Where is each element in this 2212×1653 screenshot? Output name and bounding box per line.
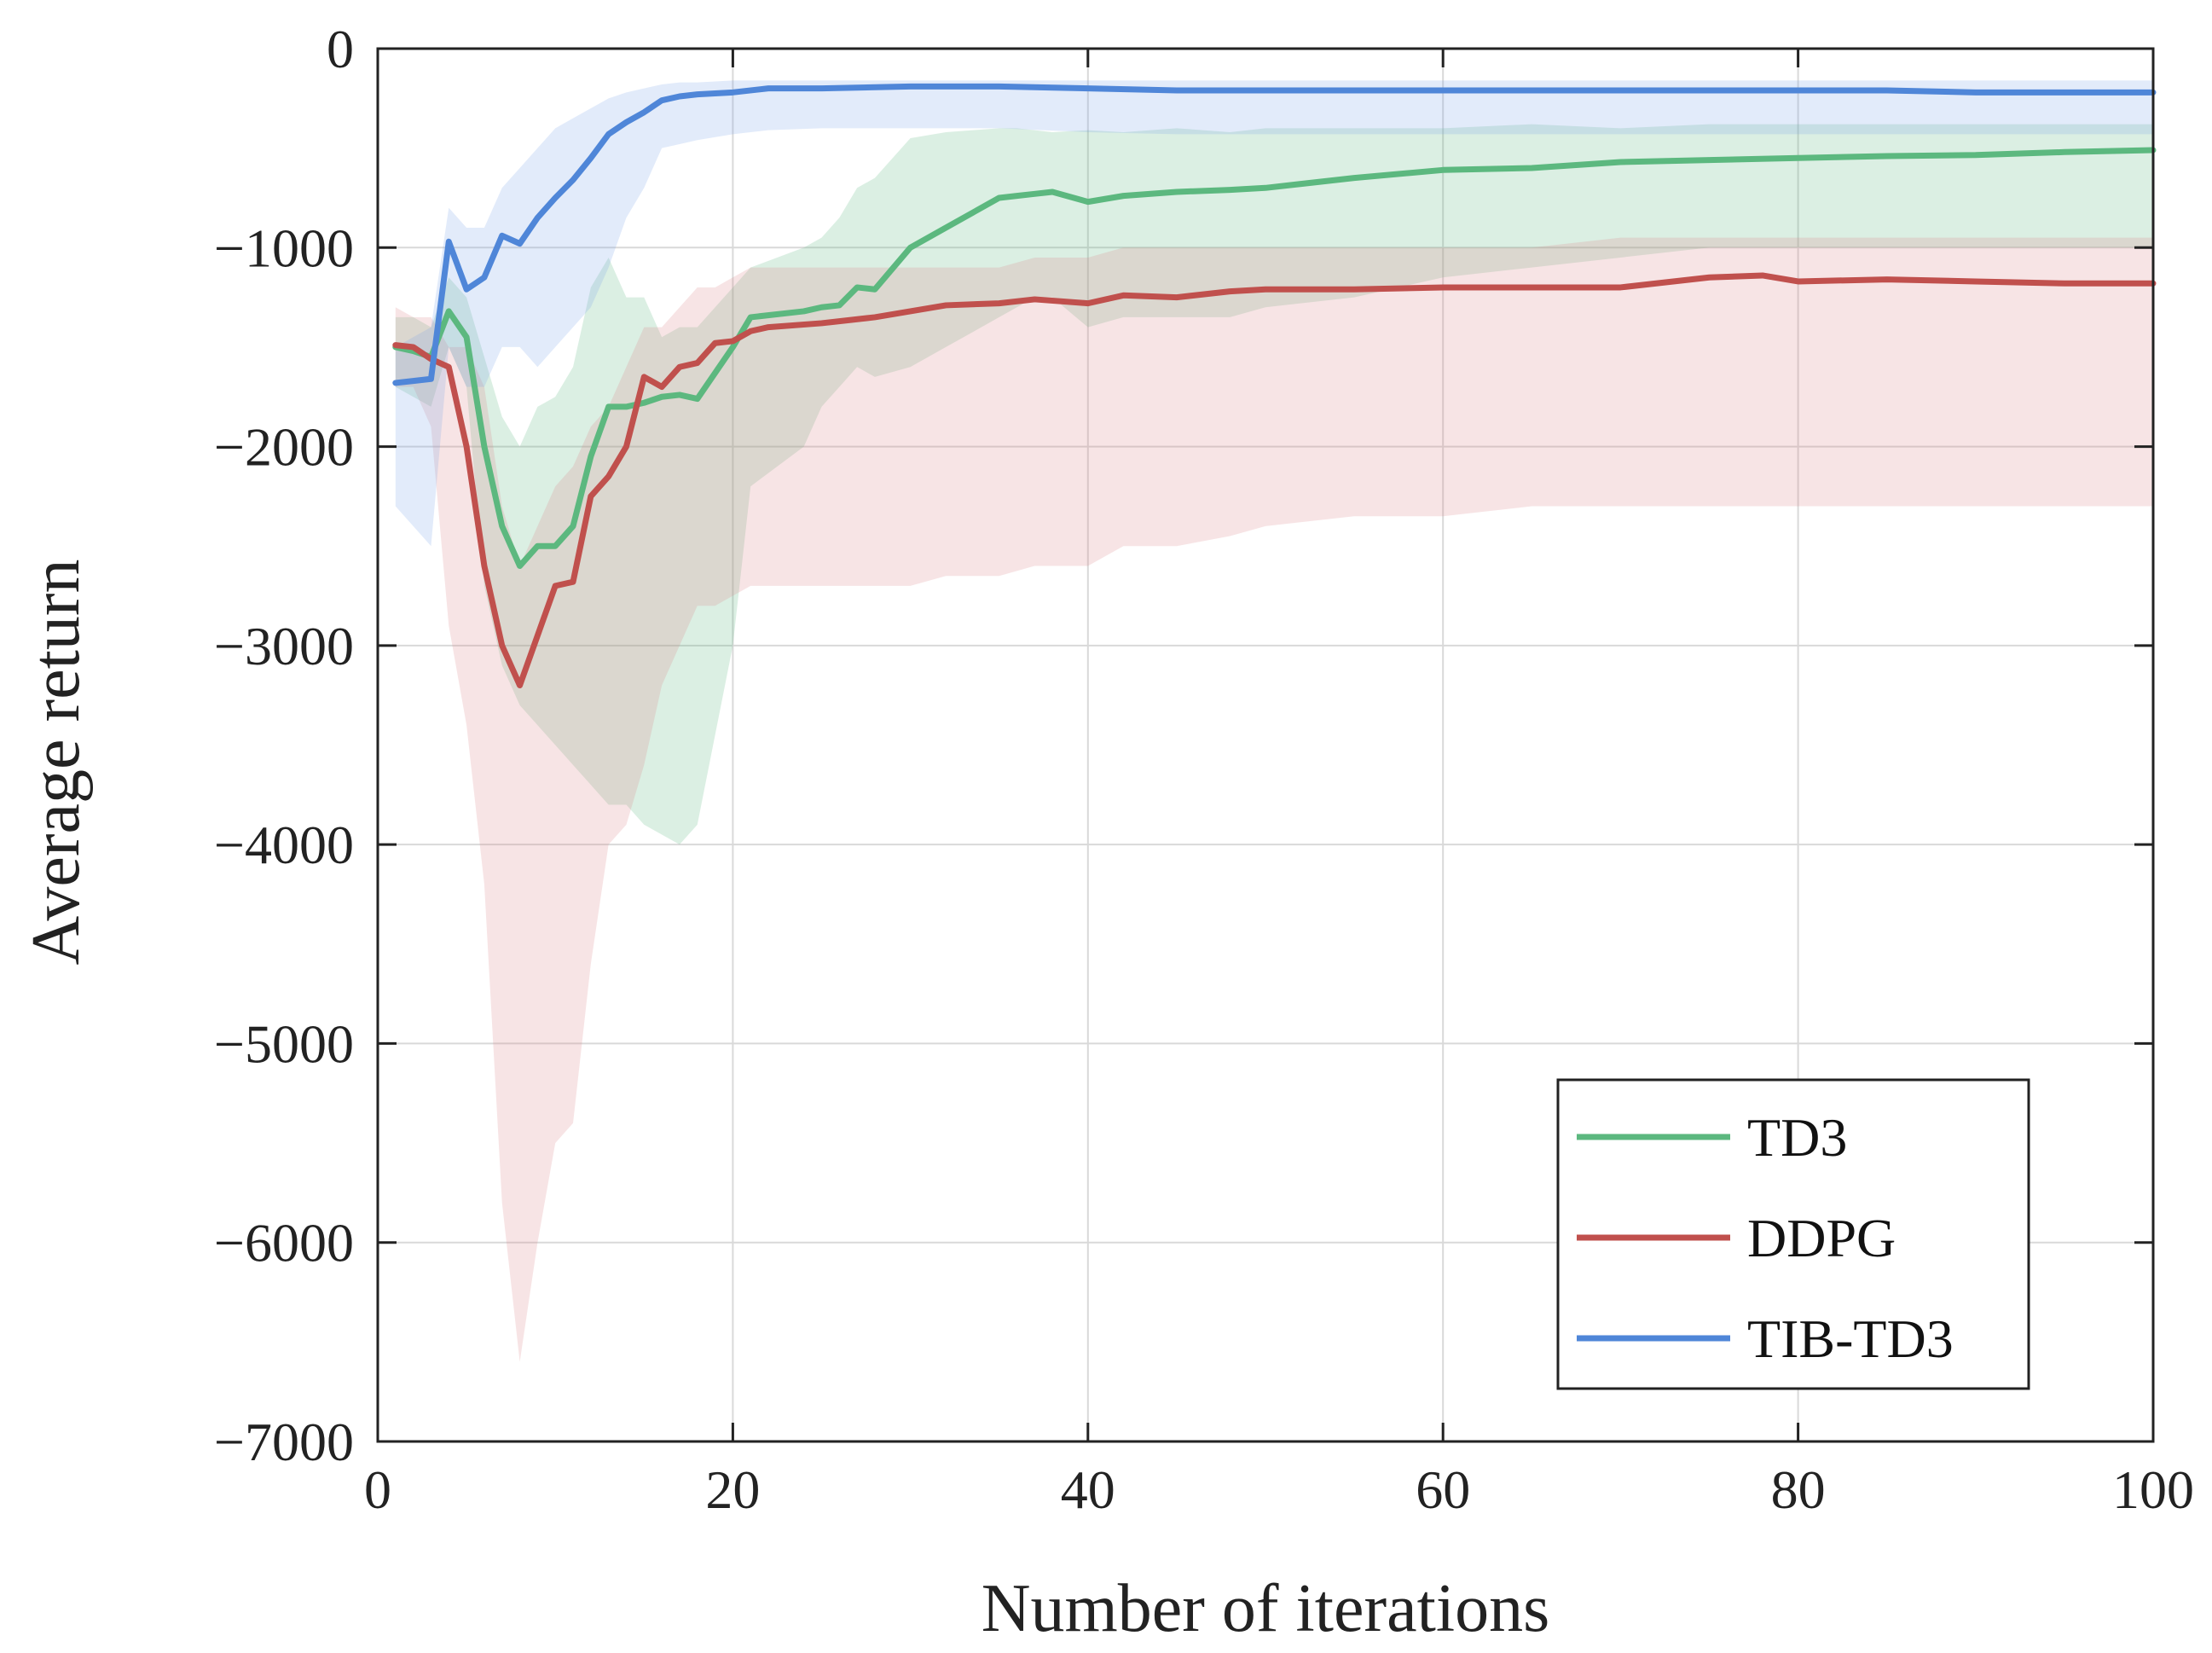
- band-ddpg: [395, 237, 2153, 1362]
- x-tick-label-2: 40: [1061, 1459, 1115, 1520]
- y-tick-label-5: −5000: [214, 1013, 354, 1074]
- y-tick-label-6: −6000: [214, 1213, 354, 1273]
- y-tick-labels: 0 −1000 −2000 −3000 −4000 −5000 −6000 −7000: [214, 19, 354, 1472]
- x-tick-labels: 0 20 40 60 80 100: [364, 1459, 2194, 1520]
- x-axis-title: Number of iterations: [982, 1571, 1549, 1646]
- y-tick-label-3: −3000: [214, 616, 354, 676]
- series-line-td3: [392, 147, 2157, 570]
- band-tib-td3: [395, 80, 2153, 547]
- series-line-ddpg: [392, 272, 2157, 689]
- x-tick-label-5: 100: [2112, 1459, 2194, 1520]
- x-tick-label-3: 60: [1416, 1459, 1470, 1520]
- x-tick-label-0: 0: [364, 1459, 391, 1520]
- series-line-tib-td3: [392, 83, 2157, 386]
- legend-label-tib-td3: TIB-TD3: [1747, 1308, 1954, 1369]
- legend-label-ddpg: DDPG: [1747, 1208, 1896, 1268]
- series-lines: [392, 83, 2157, 689]
- y-tick-label-0: 0: [327, 19, 354, 79]
- x-tick-label-4: 80: [1771, 1459, 1826, 1520]
- x-tick-label-1: 20: [705, 1459, 760, 1520]
- legend-label-td3: TD3: [1747, 1107, 1847, 1168]
- y-tick-label-2: −2000: [214, 417, 354, 478]
- y-tick-label-7: −7000: [214, 1412, 354, 1472]
- legend: TD3 DDPG TIB-TD3: [1556, 1078, 2030, 1390]
- y-tick-label-4: −4000: [214, 815, 354, 875]
- y-tick-label-1: −1000: [214, 218, 354, 278]
- axis-ticks: [376, 47, 2155, 1443]
- y-axis-title: Average return: [19, 559, 94, 965]
- plot-frame: [376, 47, 2155, 1443]
